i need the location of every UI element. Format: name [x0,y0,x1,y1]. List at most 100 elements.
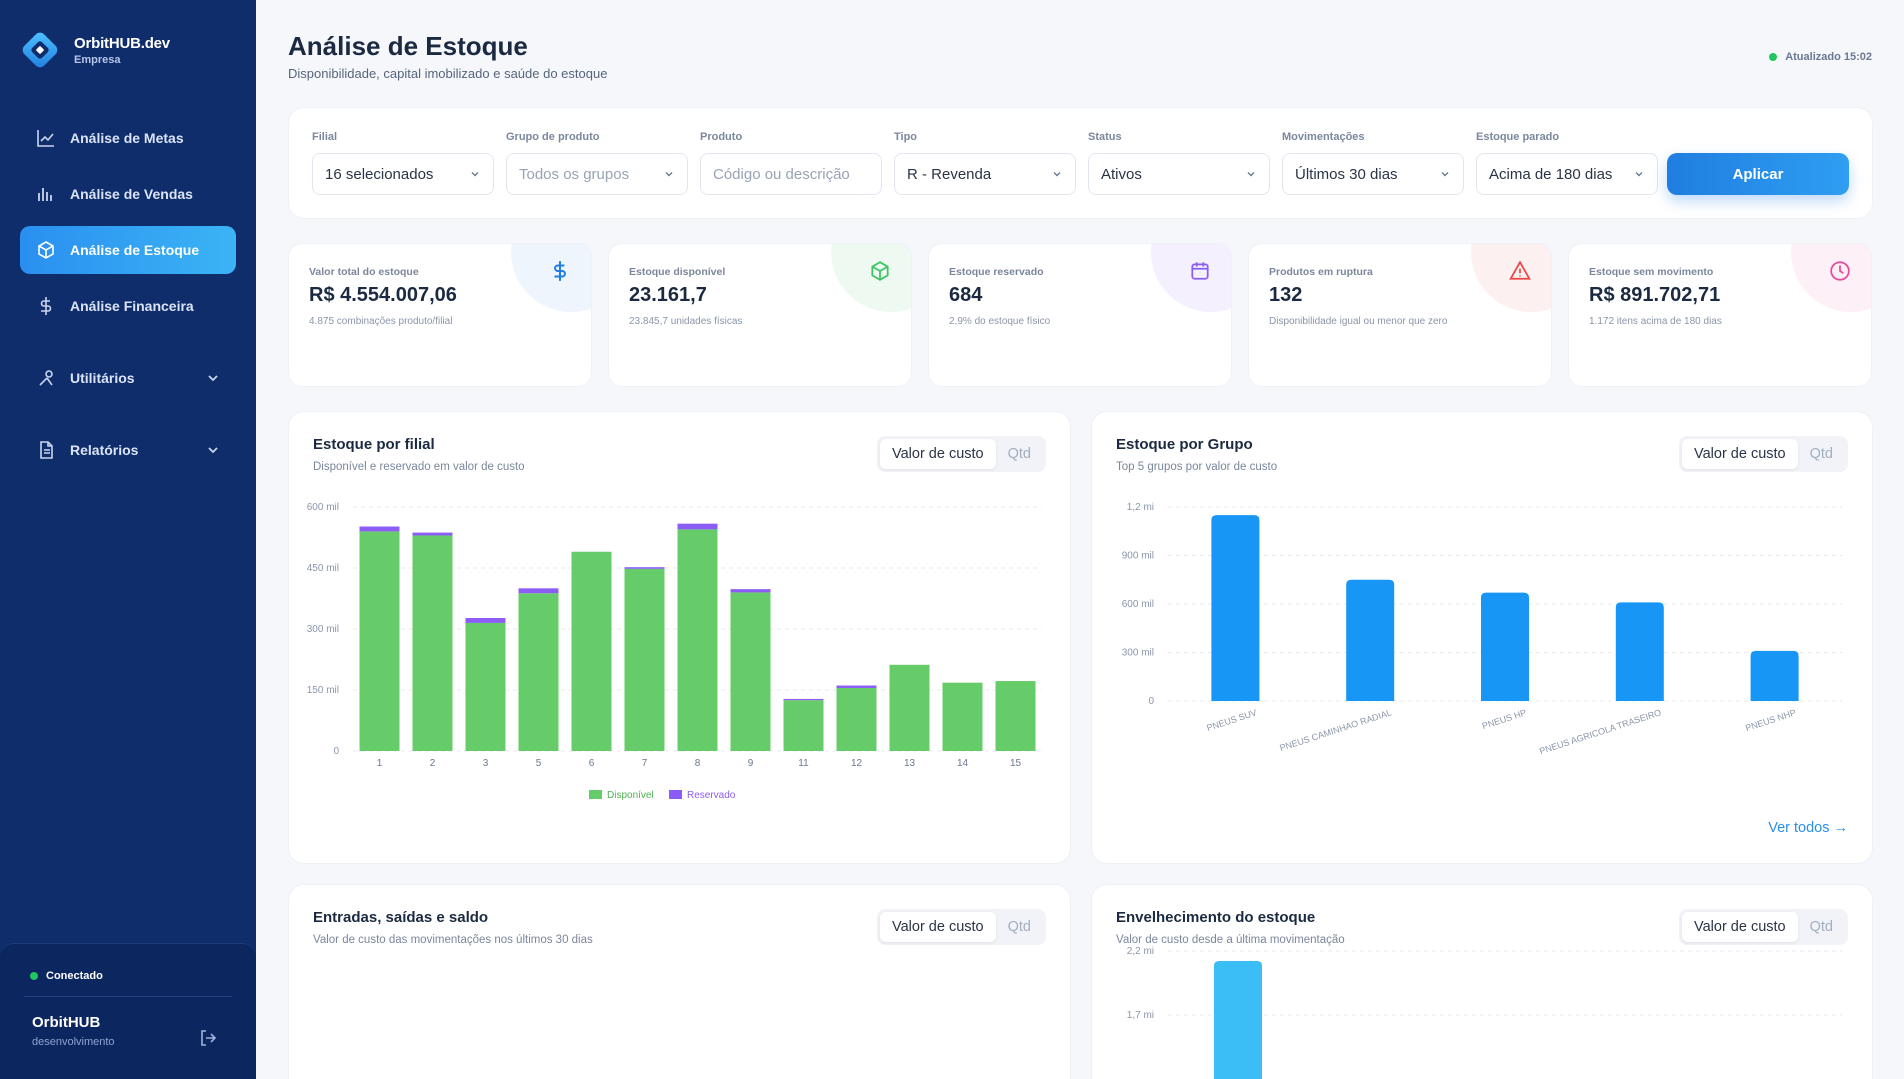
tools-icon [39,370,53,386]
toggle-qtd[interactable]: Qtd [1809,446,1833,462]
y-tick-label: 900 mil [1122,551,1154,562]
orbithub-logo-icon [22,32,58,68]
y-tick-label: 0 [333,746,339,757]
filter-label: Tipo [894,131,918,143]
x-tick-label: 14 [957,758,969,769]
legend-label: Disponível [607,790,654,801]
bar-disponível [836,687,877,751]
bar-reservado [465,618,506,623]
metric-toggle: Valor de custo Qtd [877,436,1046,472]
apply-button[interactable]: Aplicar [1667,153,1849,195]
bar-grupo [1481,592,1529,701]
y-tick-label: 1,7 mi [1127,1010,1154,1021]
toggle-qtd[interactable]: Qtd [1007,446,1031,462]
sidebar-item-analise-financeira[interactable]: Análise Financeira [20,282,236,330]
bar-envelhecimento [1214,961,1262,1079]
bar-disponível [730,592,771,751]
chevron-down-icon [1635,172,1643,177]
kpi-subtext: 2,9% do estoque físico [949,316,1051,327]
kpi-value: 132 [1269,284,1303,306]
sidebar-item-utilitarios[interactable]: Utilitários [20,354,236,402]
metric-toggle: Valor de custo Qtd [877,909,1046,945]
bar-disponível [783,700,824,751]
sidebar-footer: Conectado OrbitHUB desenvolvimento [0,943,256,1079]
bar-disponível [677,529,718,751]
bar-disponível [889,664,930,751]
estoque-parado-select[interactable]: Acima de 180 dias [1476,153,1658,195]
bar-reservado [359,526,400,532]
page-title: Análise de Estoque [288,31,528,61]
bar-reservado [412,532,453,536]
filter-value: Acima de 180 dias [1489,165,1613,183]
kpi-valor-total: Valor total do estoque R$ 4.554.007,06 4… [288,243,592,387]
y-tick-label: 2,2 mi [1127,946,1154,957]
y-tick-label: 1,2 mi [1127,502,1154,513]
y-tick-label: 150 mil [307,685,339,696]
ver-todos-link[interactable]: Ver todos → [1768,820,1848,836]
card-title: Envelhecimento do estoque [1116,909,1316,926]
x-tick-label: 12 [851,758,863,769]
line-chart-icon [37,130,54,147]
brand[interactable]: OrbitHUB.dev Empresa [20,30,170,70]
toggle-valor-custo[interactable]: Valor de custo [880,912,996,942]
kpi-value: 684 [949,284,983,306]
x-tick-label: 9 [748,758,754,769]
filial-select[interactable]: 16 selecionados [312,153,494,195]
chevron-down-icon [208,447,218,454]
x-tick-label: 5 [536,758,542,769]
toggle-valor-custo[interactable]: Valor de custo [1682,912,1798,942]
toggle-qtd[interactable]: Qtd [1007,919,1031,935]
y-tick-label: 450 mil [307,563,339,574]
metric-toggle: Valor de custo Qtd [1679,909,1848,945]
toggle-valor-custo[interactable]: Valor de custo [880,439,996,469]
x-tick-label: PNEUS NHP [1744,707,1797,733]
sidebar-item-label: Análise de Vendas [70,186,193,202]
grupo-select[interactable]: Todos os grupos [506,153,688,195]
sidebar-item-analise-vendas[interactable]: Análise de Vendas [20,170,236,218]
toggle-valor-custo[interactable]: Valor de custo [1682,439,1798,469]
filter-estoque-parado: Estoque parado Acima de 180 dias [1476,131,1658,195]
toggle-qtd[interactable]: Qtd [1809,919,1833,935]
x-tick-label: PNEUS HP [1481,707,1528,731]
connection-status: Conectado [30,970,103,982]
bar-reservado [783,698,824,701]
kpi-label: Estoque reservado [949,266,1044,278]
filter-label: Produto [700,131,743,143]
bar-grupo [1211,515,1260,701]
chevron-down-icon [1247,172,1255,177]
bar-reservado [730,589,771,593]
sidebar-item-label: Análise de Estoque [70,242,200,258]
kpi-label: Valor total do estoque [309,266,419,278]
sidebar-item-analise-metas[interactable]: Análise de Metas [20,114,236,162]
alert-icon [1509,260,1531,280]
sidebar-item-label: Relatórios [70,442,139,458]
x-tick-label: 2 [430,758,436,769]
kpi-estoque-disponivel: Estoque disponível 23.161,7 23.845,7 uni… [608,243,912,387]
envelhecimento-chart: 1,7 mi 2,2 mi [1127,946,1842,1079]
bar-disponível [359,531,400,751]
x-tick-label: PNEUS AGRICOLA TRASEIRO [1538,707,1662,756]
movimentacoes-select[interactable]: Últimos 30 dias [1282,153,1464,195]
bar-disponível [465,622,506,751]
logout-icon[interactable] [198,1028,218,1048]
sidebar-item-label: Utilitários [70,370,135,386]
kpi-value: 23.161,7 [629,284,707,306]
clock-icon [1830,261,1850,281]
produto-input[interactable]: Código ou descrição [700,153,882,195]
sidebar-item-relatorios[interactable]: Relatórios [20,426,236,474]
filter-tipo: Tipo R - Revenda [894,131,1076,195]
bar-reservado [677,523,718,530]
sidebar-item-label: Análise Financeira [70,298,194,314]
sidebar-item-analise-estoque[interactable]: Análise de Estoque [20,226,236,274]
updated-status: Atualizado 15:02 [1769,51,1872,63]
card-title: Estoque por Grupo [1116,436,1253,453]
chevron-down-icon [1441,172,1449,177]
status-select[interactable]: Ativos [1088,153,1270,195]
x-tick-label: 3 [483,758,489,769]
legend-swatch [669,790,682,799]
x-tick-label: PNEUS SUV [1205,707,1258,733]
sidebar: OrbitHUB.dev Empresa Análise de Metas An… [0,0,256,1079]
filter-value: Últimos 30 dias [1295,165,1398,183]
tipo-select[interactable]: R - Revenda [894,153,1076,195]
